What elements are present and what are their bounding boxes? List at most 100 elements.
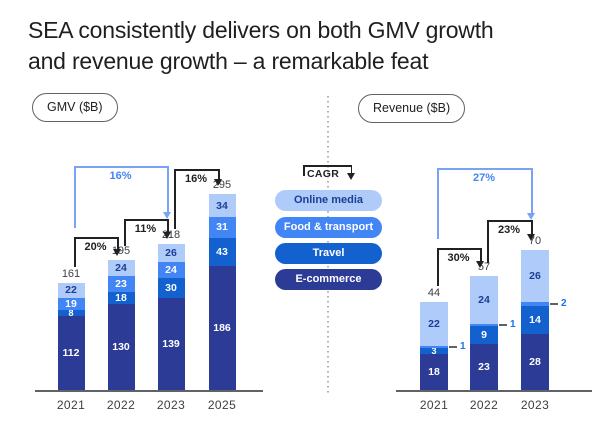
segment-value-label: 139 — [162, 337, 180, 350]
gmv-segment-travel: 18 — [107, 291, 135, 304]
gmv-year-label: 2025 — [207, 398, 237, 412]
revenue-segment-travel: 14 — [521, 306, 549, 334]
gmv-segment-online-media: 34 — [208, 194, 236, 218]
gmv-cagr-arrow-icon — [214, 179, 223, 186]
gmv-segment-online-media: 22 — [57, 282, 85, 298]
segment-value-label: 24 — [478, 294, 490, 306]
gmv-cagr-bracket-left — [74, 166, 76, 228]
segment-value-label: 26 — [165, 247, 177, 259]
gmv-cagr-bracket-top — [174, 169, 220, 171]
revenue-cagr-bracket-left — [487, 220, 489, 263]
gmv-cagr-arrow-stem — [218, 169, 220, 180]
cagr-bracket-top — [303, 165, 352, 167]
revenue-cagr-bracket-top — [437, 168, 533, 170]
gmv-cagr-arrow-stem — [167, 166, 169, 213]
gmv-segment-travel: 8 — [57, 307, 85, 318]
segment-value-label: 34 — [216, 199, 228, 212]
revenue-cagr-value: 30% — [447, 251, 470, 264]
gmv-cagr-arrow-icon — [113, 249, 122, 256]
gmv-cagr-bracket-top — [74, 237, 119, 239]
gmv-x-axis — [35, 390, 263, 392]
revenue-segment-food-transport — [521, 302, 549, 306]
revenue-year-label: 2023 — [520, 398, 550, 412]
gmv-year-label: 2023 — [156, 398, 186, 412]
revenue-cagr-bracket-top — [487, 220, 533, 222]
gmv-segment-food-transport: 31 — [208, 217, 236, 238]
gmv-segment-e-commerce: 130 — [107, 303, 135, 390]
cagr-arrow-icon — [347, 173, 355, 180]
revenue-year-label: 2021 — [419, 398, 449, 412]
revenue-cagr-bracket-left — [437, 248, 439, 286]
gmv-segment-e-commerce: 112 — [57, 315, 85, 390]
gmv-cagr-value: 16% — [184, 172, 208, 185]
gmv-cagr-arrow-stem — [167, 219, 169, 233]
revenue-total-label: 44 — [427, 287, 441, 299]
segment-value-label: 14 — [529, 314, 541, 326]
cagr-bracket-left — [303, 165, 305, 176]
legend-pill-travel: Travel — [275, 243, 382, 264]
segment-value-label: 186 — [213, 322, 231, 335]
gmv-cagr-bracket-top — [124, 219, 169, 221]
gmv-segment-food-transport: 23 — [107, 276, 135, 292]
revenue-x-axis — [396, 390, 592, 392]
gmv-cagr-value: 20% — [84, 240, 107, 253]
revenue-callout-label: 1 — [510, 319, 516, 330]
revenue-cagr-bracket-top — [437, 248, 482, 250]
revenue-segment-online-media: 24 — [470, 276, 498, 324]
revenue-segment-food-transport — [470, 324, 498, 326]
segment-value-label: 9 — [481, 329, 487, 341]
page-title-line1: SEA consistently delivers on both GMV gr… — [28, 17, 494, 43]
segment-value-label: 18 — [115, 291, 127, 304]
segment-value-label: 28 — [529, 356, 541, 368]
segment-value-label: 22 — [65, 284, 77, 297]
segment-value-label: 23 — [115, 277, 127, 290]
gmv-cagr-arrow-stem — [117, 237, 119, 250]
revenue-year-label: 2022 — [469, 398, 499, 412]
gmv-segment-e-commerce: 139 — [157, 297, 185, 390]
segment-value-label: 8 — [68, 307, 74, 318]
revenue-cagr-arrow-icon — [527, 234, 536, 241]
revenue-segment-online-media: 26 — [521, 250, 549, 302]
cagr-label: CAGR — [307, 168, 340, 180]
legend-pill-food-transport: Food & transport — [275, 217, 382, 238]
revenue-cagr-arrow-stem — [480, 248, 482, 262]
segment-value-label: 130 — [112, 340, 130, 353]
gmv-segment-online-media: 26 — [157, 244, 185, 262]
gmv-cagr-bracket-top — [74, 166, 169, 168]
revenue-callout-line — [550, 303, 558, 305]
gmv-segment-food-transport: 24 — [157, 261, 185, 278]
gmv-segment-food-transport: 19 — [57, 297, 85, 311]
cagr-arrow-line — [350, 165, 352, 173]
gmv-segment-travel: 30 — [157, 277, 185, 298]
revenue-segment-travel: 9 — [470, 326, 498, 344]
revenue-cagr-arrow-icon — [527, 213, 536, 220]
page-title: SEA consistently delivers on both GMV gr… — [28, 15, 588, 77]
revenue-cagr-arrow-stem — [531, 220, 533, 235]
gmv-year-label: 2022 — [106, 398, 136, 412]
segment-value-label: 112 — [62, 346, 80, 359]
revenue-cagr-value: 23% — [497, 223, 521, 236]
segment-value-label: 3 — [431, 346, 437, 356]
gmv-cagr-value: 16% — [109, 169, 132, 182]
segment-value-label: 22 — [428, 318, 440, 330]
revenue-cagr-arrow-icon — [476, 261, 485, 268]
revenue-chart-title-pill: Revenue ($B) — [358, 94, 466, 123]
gmv-cagr-arrow-icon — [163, 232, 172, 239]
segment-value-label: 24 — [165, 263, 177, 276]
gmv-cagr-bracket-left — [124, 219, 126, 246]
revenue-cagr-arrow-stem — [531, 168, 533, 214]
revenue-segment-e-commerce: 28 — [521, 334, 549, 390]
segment-value-label: 43 — [216, 246, 228, 258]
gmv-total-label: 161 — [61, 267, 81, 280]
cagr-legend: CAGR — [303, 165, 355, 183]
segment-value-label: 24 — [115, 262, 127, 275]
revenue-callout-label: 1 — [460, 341, 466, 352]
revenue-segment-travel: 3 — [420, 346, 448, 356]
revenue-callout-line — [499, 324, 507, 326]
gmv-segment-online-media: 24 — [107, 260, 135, 277]
segment-value-label: 31 — [216, 221, 228, 234]
segment-value-label: 30 — [165, 281, 177, 294]
segment-value-label: 18 — [428, 366, 440, 378]
revenue-segment-online-media: 22 — [420, 302, 448, 346]
